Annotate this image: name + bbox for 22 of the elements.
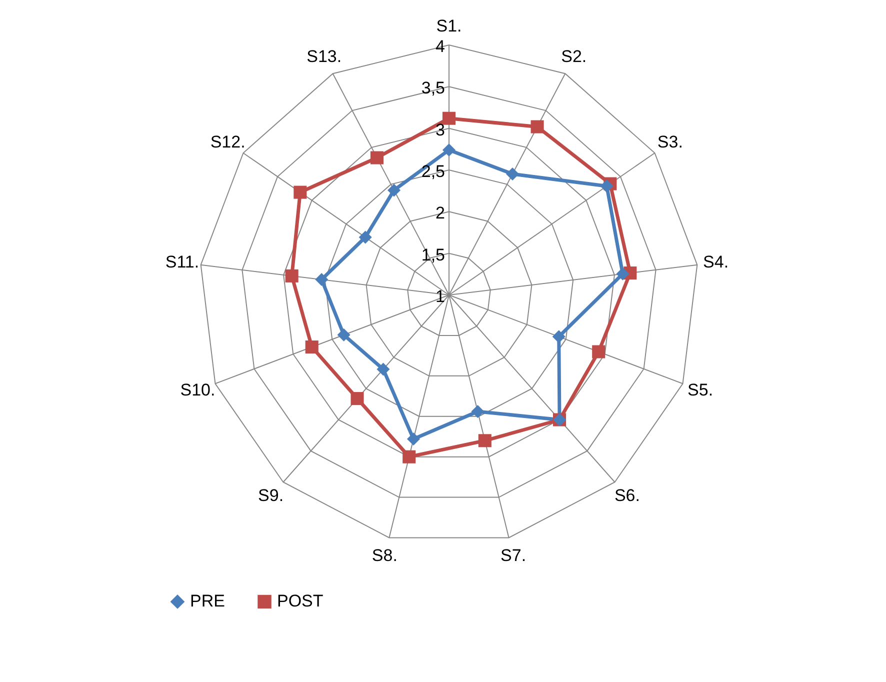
y-tick-label: 1 xyxy=(436,287,445,306)
y-tick-label: 2 xyxy=(436,204,445,223)
legend-label: PRE xyxy=(190,592,225,611)
y-tick-label: 2,5 xyxy=(421,162,445,181)
spoke-label: S1. xyxy=(436,16,462,36)
spoke-label: S8. xyxy=(372,546,398,565)
y-tick-label: 1,5 xyxy=(421,245,445,264)
spoke-label: S3. xyxy=(657,132,683,152)
spoke-label: S13. xyxy=(306,47,342,66)
y-tick-label: 3,5 xyxy=(421,78,445,98)
spoke-label: S6. xyxy=(614,486,640,506)
spoke-label: S10. xyxy=(180,380,216,400)
spoke-label: S9. xyxy=(258,486,284,506)
spoke-label: S12. xyxy=(210,132,246,152)
spoke-label: S11. xyxy=(165,252,200,272)
spoke-label: S2. xyxy=(561,47,587,66)
y-tick-label: 4 xyxy=(436,37,445,56)
spoke-label: S5. xyxy=(688,380,714,400)
spoke-label: S7. xyxy=(500,546,526,565)
y-tick-label: 3 xyxy=(436,120,445,140)
legend-label: POST xyxy=(277,592,324,611)
spoke-label: S4. xyxy=(703,252,729,272)
